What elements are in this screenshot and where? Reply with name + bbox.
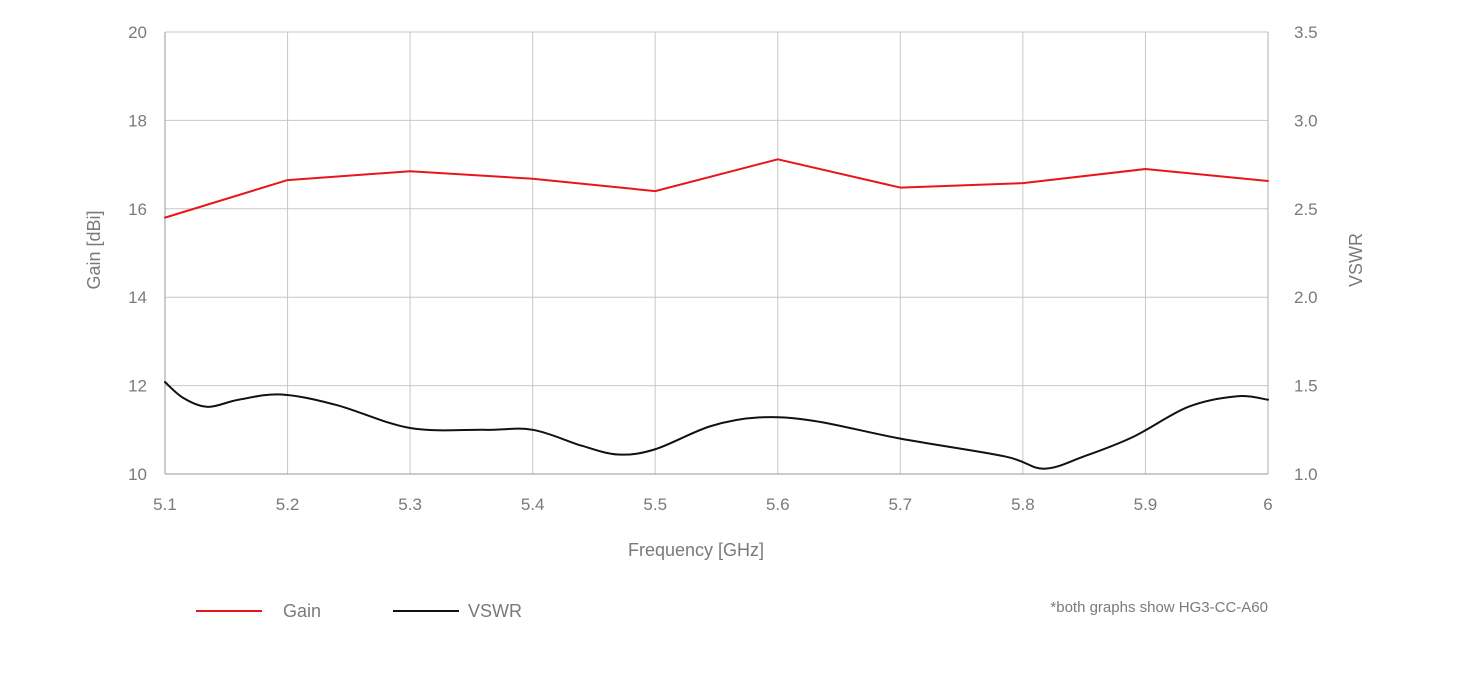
x-tick-label: 6 — [1263, 495, 1272, 514]
y2-tick-label: 1.0 — [1294, 465, 1318, 484]
x-tick-label: 5.5 — [643, 495, 667, 514]
plot-frame — [164, 32, 1269, 475]
y-tick-label: 14 — [128, 288, 147, 307]
x-tick-label: 5.9 — [1134, 495, 1158, 514]
y2-tick-label: 3.5 — [1294, 23, 1318, 42]
x-tick-label: 5.1 — [153, 495, 177, 514]
y-axis-ticks: 10 12 14 16 18 20 — [128, 23, 147, 484]
x-tick-label: 5.8 — [1011, 495, 1035, 514]
legend-label-gain: Gain — [283, 601, 321, 621]
x-axis-title: Frequency [GHz] — [628, 540, 764, 560]
x-axis-ticks: 5.1 5.2 5.3 5.4 5.5 5.6 5.7 5.8 5.9 6 — [153, 495, 1273, 514]
series-line-gain — [164, 158, 1269, 219]
y-tick-label: 18 — [128, 111, 147, 130]
y2-tick-label: 2.0 — [1294, 288, 1318, 307]
x-tick-label: 5.4 — [521, 495, 545, 514]
grid — [164, 31, 1269, 475]
series-group — [164, 158, 1269, 470]
y2-tick-label: 1.5 — [1294, 377, 1318, 396]
y-tick-label: 20 — [128, 23, 147, 42]
series-line-vswr — [164, 381, 1269, 470]
legend-label-vswr: VSWR — [468, 601, 522, 621]
y-tick-label: 12 — [128, 377, 147, 396]
y-tick-label: 10 — [128, 465, 147, 484]
footnote: *both graphs show HG3-CC-A60 — [1050, 599, 1268, 616]
y2-tick-label: 3.0 — [1294, 111, 1318, 130]
y2-axis-title: VSWR — [1346, 233, 1366, 287]
y-axis-title: Gain [dBi] — [84, 210, 104, 289]
x-tick-label: 5.3 — [398, 495, 422, 514]
x-tick-label: 5.7 — [889, 495, 913, 514]
y-tick-label: 16 — [128, 200, 147, 219]
y2-tick-label: 2.5 — [1294, 200, 1318, 219]
legend: Gain VSWR — [196, 601, 522, 621]
x-tick-label: 5.2 — [276, 495, 300, 514]
x-tick-label: 5.6 — [766, 495, 790, 514]
y2-axis-ticks: 1.0 1.5 2.0 2.5 3.0 3.5 — [1294, 23, 1318, 484]
